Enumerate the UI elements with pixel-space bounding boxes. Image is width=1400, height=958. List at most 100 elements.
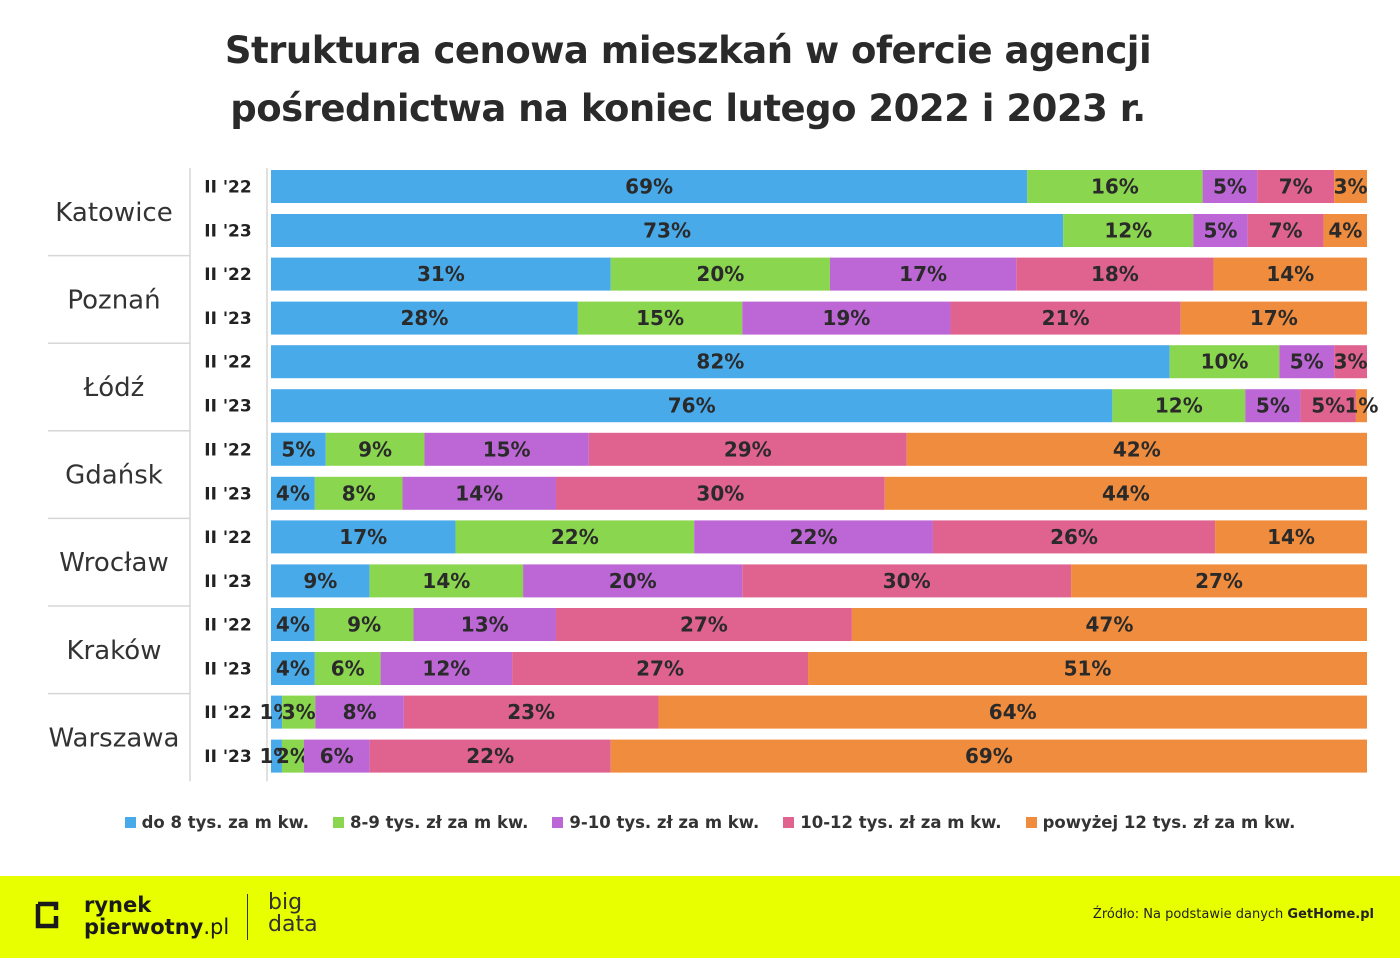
bar-segment <box>271 652 315 685</box>
data-label: 4% <box>276 657 310 681</box>
legend-item: do 8 tys. za m kw. <box>124 813 309 832</box>
data-label: 23% <box>507 700 555 724</box>
bar-segment <box>455 520 695 554</box>
bar-segment <box>906 432 1367 466</box>
legend-item: 9-10 tys. zł za m kw. <box>552 813 759 832</box>
bar-segment <box>829 257 1017 291</box>
chart-legend: do 8 tys. za m kw. 8-9 tys. zł za m kw. … <box>0 813 1400 832</box>
bar-segment <box>271 170 1028 203</box>
legend-item: 8-9 tys. zł za m kw. <box>333 813 528 832</box>
data-label: 27% <box>636 657 684 681</box>
data-label: 30% <box>696 481 744 505</box>
data-label: 8% <box>342 481 376 505</box>
bar-segment <box>932 520 1216 554</box>
bar-segment <box>271 739 282 773</box>
bar-segment <box>315 695 404 729</box>
data-label: 42% <box>1113 437 1161 461</box>
bar-segment <box>610 257 830 291</box>
bar-segment <box>1213 257 1367 291</box>
data-label: 22% <box>466 744 514 768</box>
data-label: 9% <box>358 437 392 461</box>
data-label: 10% <box>1201 350 1249 374</box>
period-label: II '22 <box>204 440 251 460</box>
legend-swatch <box>783 817 795 828</box>
bar-segment <box>577 301 743 335</box>
data-label: 82% <box>696 350 744 374</box>
bar-segment <box>413 608 556 641</box>
bar-segment <box>1202 170 1258 203</box>
bar-segment <box>314 652 381 685</box>
bar-segment <box>1016 257 1214 291</box>
footer-bar: rynek pierwotny.pl big data Źródło: Na p… <box>0 876 1400 958</box>
data-label: 12% <box>422 657 470 681</box>
big-data-logo-line1: big <box>268 890 303 915</box>
bar-segment <box>808 652 1367 685</box>
data-label: 22% <box>551 525 599 549</box>
data-label: 47% <box>1086 613 1134 637</box>
data-label: 3% <box>282 700 316 724</box>
bar-segment <box>314 476 403 510</box>
bar-segment <box>271 476 315 510</box>
period-label: II '22 <box>204 616 251 636</box>
data-label: 7% <box>1279 175 1313 199</box>
data-label: 29% <box>724 437 772 461</box>
bar-segment <box>555 476 885 510</box>
logo-text-bold: pierwotny <box>84 915 204 939</box>
bar-segment <box>1215 520 1367 554</box>
period-label: II '22 <box>204 265 251 285</box>
bar-segment <box>555 608 852 641</box>
data-label: 6% <box>320 744 354 768</box>
period-label: II '22 <box>204 353 251 373</box>
bar-segment <box>271 432 326 466</box>
data-label: 22% <box>790 525 838 549</box>
bar-segment <box>1279 345 1335 379</box>
bar-segment <box>658 695 1367 729</box>
period-label: II '23 <box>204 484 251 504</box>
data-label: 13% <box>461 613 509 637</box>
logo-text-line2: pierwotny.pl <box>84 916 229 938</box>
data-label: 7% <box>1269 219 1303 243</box>
data-label: 69% <box>625 175 673 199</box>
data-label: 51% <box>1064 657 1112 681</box>
bar-segment <box>369 564 524 598</box>
data-label: 69% <box>965 744 1013 768</box>
city-label: Gdańsk <box>65 461 163 491</box>
period-label: II '23 <box>204 309 251 329</box>
bar-segment <box>742 301 951 335</box>
data-label: 14% <box>422 569 470 593</box>
period-label: II '23 <box>204 660 251 680</box>
data-label: 9% <box>303 569 337 593</box>
bar-segment <box>271 257 611 291</box>
data-label: 4% <box>276 481 310 505</box>
data-label: 5% <box>1311 394 1345 418</box>
logo-text-tld: .pl <box>203 915 230 939</box>
data-label: 3% <box>1334 175 1368 199</box>
bar-segment <box>424 432 589 466</box>
bar-segment <box>271 345 1170 379</box>
city-label: Katowice <box>55 198 172 228</box>
bar-segment <box>1245 389 1301 423</box>
city-label: Kraków <box>67 636 162 666</box>
data-label: 14% <box>455 481 503 505</box>
data-label: 5% <box>281 437 315 461</box>
chart-title-line2: pośrednictwa na koniec lutego 2022 i 202… <box>230 87 1146 130</box>
bar-segment <box>1334 170 1367 203</box>
period-label: II '23 <box>204 747 251 767</box>
data-label: 27% <box>1195 569 1243 593</box>
period-label: II '22 <box>204 528 251 548</box>
bar-segment <box>1300 389 1356 423</box>
data-label: 20% <box>696 262 744 286</box>
bar-segment <box>271 214 1064 247</box>
bar-segment <box>884 476 1367 510</box>
bar-segment <box>314 608 414 641</box>
data-label: 1% <box>1344 394 1378 418</box>
period-label: II '22 <box>204 703 251 723</box>
bar-segment <box>402 476 556 510</box>
legend-label: 8-9 tys. zł za m kw. <box>350 813 529 832</box>
data-label: 44% <box>1102 481 1150 505</box>
city-label: Łódź <box>83 373 145 403</box>
bar-segment <box>1334 345 1367 379</box>
bar-segment <box>271 389 1113 423</box>
data-label: 19% <box>822 306 870 330</box>
data-label: 73% <box>643 219 691 243</box>
